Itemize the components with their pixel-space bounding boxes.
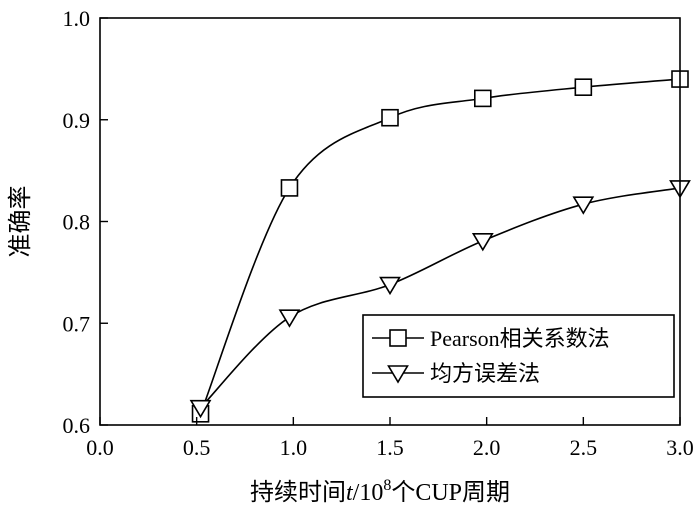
x-tick-label: 3.0 [666, 435, 694, 460]
y-tick-label: 0.9 [63, 108, 91, 133]
data-point-pearson [381, 108, 399, 127]
x-tick-label: 1.0 [280, 435, 308, 460]
y-tick-label: 0.7 [63, 311, 91, 336]
data-point-pearson [280, 179, 299, 197]
x-tick-label: 0.5 [183, 435, 211, 460]
data-point-mse [471, 233, 494, 252]
x-tick-label: 2.5 [570, 435, 598, 460]
x-axis-label-prefix: 持续时间 [250, 479, 346, 506]
legend-label-pearson: Pearson相关系数法 [430, 326, 610, 351]
y-tick-label: 0.6 [63, 413, 91, 438]
data-point-mse [379, 276, 401, 296]
data-point-pearson [473, 89, 492, 108]
legend-marker-mse [387, 365, 409, 384]
series-layer [189, 70, 691, 423]
data-point-mse [572, 196, 595, 215]
data-point-pearson [574, 78, 593, 96]
data-point-mse [278, 309, 301, 328]
y-tick-label: 0.8 [63, 210, 91, 235]
x-axis-label: 持续时间t/108个CUP周期 [250, 477, 510, 506]
x-axis-label-sup: 8 [383, 477, 391, 494]
x-tick-label: 0.0 [86, 435, 114, 460]
data-point-mse [189, 399, 212, 419]
x-axis-label-mid: /10 [353, 480, 384, 506]
x-axis-label-suffix: 个CUP周期 [391, 479, 510, 506]
x-axis-label-italic: t [346, 480, 354, 506]
x-tick-label: 2.0 [473, 435, 501, 460]
y-axis-label: 准确率 [7, 186, 34, 258]
ticks-layer: 0.0 0.5 1.0 1.5 2.0 2.5 3.0 0.6 0.7 0.8 0.9 1.0 [63, 6, 694, 460]
legend-marker-pearson [389, 329, 407, 347]
x-tick-label: 1.5 [376, 435, 404, 460]
legend-label-mse: 均方误差法 [430, 361, 540, 386]
y-tick-label: 1.0 [63, 6, 91, 31]
legend-box [362, 314, 675, 398]
